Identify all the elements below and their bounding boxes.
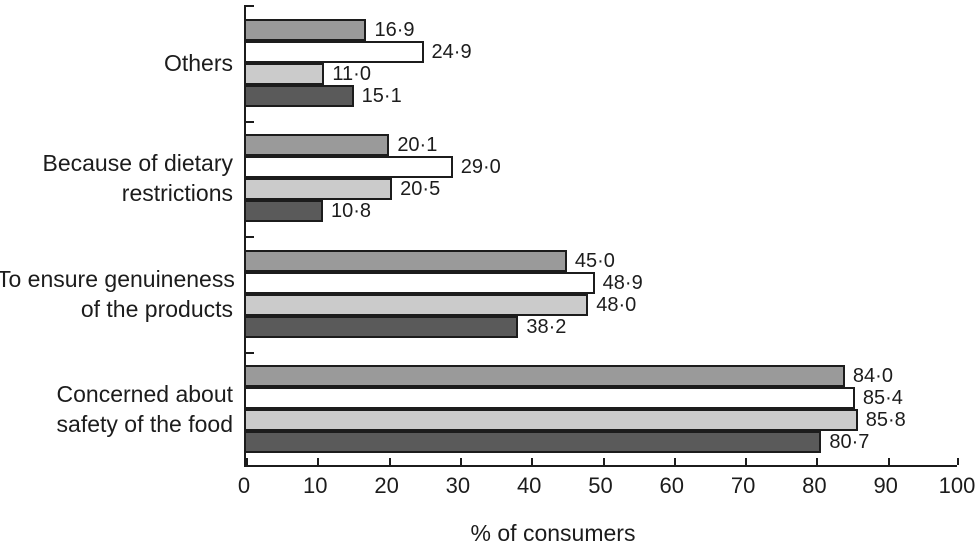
category-label-line: Others <box>163 49 233 76</box>
x-axis-tick <box>246 458 248 465</box>
bar-series-3-light-gray <box>246 178 393 201</box>
bar-row: 45·0 <box>246 249 957 272</box>
bar-series-4-dark-gray <box>246 315 519 338</box>
x-axis-tick <box>317 458 320 465</box>
category-label-line: To ensure genuineness <box>0 265 235 292</box>
x-axis-tick-label: 30 <box>445 473 471 498</box>
category-label: To ensure genuineness of the products <box>0 264 235 324</box>
bar-value-label: 45·0 <box>574 249 615 272</box>
bar-value-label: 48·9 <box>602 271 643 294</box>
bar-series-3-light-gray <box>246 62 325 85</box>
bar-series-1-medium-gray <box>246 134 390 157</box>
bar-value-label: 48·0 <box>596 293 637 316</box>
bar-row: 80·7 <box>246 431 957 454</box>
x-axis-tick <box>388 458 391 465</box>
x-axis-title: % of consumers <box>470 520 636 546</box>
bar-value-label: 84·0 <box>852 365 893 388</box>
bar-series-1-medium-gray <box>246 18 367 41</box>
plot-area: 16·9 24·9 11·0 15·1 20·1 29·0 20·5 10·8 45·0 48·9… <box>244 5 959 467</box>
bar-value-label: 29·0 <box>460 156 501 179</box>
x-axis-tick-label: 20 <box>374 473 399 498</box>
bar-series-1-medium-gray <box>246 365 845 388</box>
x-axis-tick-label: 80 <box>802 473 827 498</box>
bar-series-2-white <box>246 156 453 179</box>
x-axis-tick-label: 40 <box>516 473 542 498</box>
bar-value-label: 24·9 <box>431 40 472 63</box>
category-label-line: Because of dietary <box>42 150 233 177</box>
bar-series-4-dark-gray <box>246 84 354 107</box>
bar-value-label: 20·1 <box>397 134 438 157</box>
bar-row: 38·2 <box>246 315 957 338</box>
bar-series-3-light-gray <box>246 409 858 432</box>
bar-series-3-light-gray <box>246 293 589 316</box>
bar-series-2-white <box>246 40 424 63</box>
category-axis-tick <box>246 236 254 238</box>
category-label: Because of dietary restrictions <box>0 148 233 208</box>
bar-row: 29·0 <box>246 156 957 179</box>
bar-row: 20·1 <box>246 134 957 157</box>
bar-value-label: 80·7 <box>829 431 870 454</box>
x-axis-tick <box>957 458 959 465</box>
category-axis-tick <box>246 351 254 354</box>
bar-row: 24·9 <box>246 40 957 63</box>
category-label-line: of the products <box>80 295 233 322</box>
bar-series-4-dark-gray <box>246 200 323 223</box>
bar-row: 11·0 <box>246 62 957 85</box>
bar-row: 48·0 <box>246 293 957 316</box>
category-label-line: restrictions <box>121 180 233 207</box>
bar-series-2-white <box>246 387 855 410</box>
x-axis-tick <box>531 458 534 465</box>
bar-value-label: 10·8 <box>331 200 372 223</box>
x-axis-tick-label: 90 <box>873 473 898 498</box>
bar-row: 10·8 <box>246 200 957 223</box>
category-label: Others <box>0 48 233 78</box>
x-axis-tick-label: 50 <box>588 473 613 498</box>
x-axis-tick-label: 10 <box>303 473 328 498</box>
x-axis-tick <box>602 458 605 465</box>
x-axis-tick <box>816 458 819 465</box>
x-axis-tick <box>673 458 676 465</box>
x-axis-tick-label: 0 <box>237 473 251 498</box>
x-axis-tick <box>887 458 890 465</box>
bar-value-label: 38·2 <box>526 315 567 338</box>
bar-group-2: 20·1 29·0 20·5 10·8 <box>246 134 957 223</box>
bar-value-label: 85·8 <box>865 409 906 432</box>
bar-value-label: 11·0 <box>332 62 371 85</box>
bar-group-4: 84·0 85·4 85·8 80·7 <box>246 365 957 454</box>
category-axis-tick <box>246 120 254 123</box>
x-axis-tick-label: 60 <box>659 473 685 498</box>
x-axis-tick-label: 100 <box>938 473 976 498</box>
category-label-line: Concerned about <box>56 381 233 408</box>
bar-row: 15·1 <box>246 84 957 107</box>
bar-value-label: 15·1 <box>361 84 402 107</box>
bar-value-label: 20·5 <box>400 178 441 201</box>
x-axis-tick-label: 70 <box>730 473 756 498</box>
bar-row: 84·0 <box>246 365 957 388</box>
bar-row: 20·5 <box>246 178 957 201</box>
x-axis-tick <box>459 458 462 465</box>
bar-row: 16·9 <box>246 18 957 41</box>
bar-row: 85·8 <box>246 409 957 432</box>
category-axis-tick <box>246 5 254 7</box>
bar-series-2-white <box>246 271 595 294</box>
bar-value-label: 85·4 <box>862 387 903 410</box>
x-axis-tick <box>745 458 748 465</box>
bar-group-3: 45·0 48·9 48·0 38·2 <box>246 249 957 338</box>
category-label: Concerned about safety of the food <box>0 379 233 439</box>
bar-series-1-medium-gray <box>246 249 567 272</box>
bar-row: 48·9 <box>246 271 957 294</box>
bar-row: 85·4 <box>246 387 957 410</box>
bar-series-4-dark-gray <box>246 431 822 454</box>
bar-value-label: 16·9 <box>374 18 415 41</box>
bar-group-1: 16·9 24·9 11·0 15·1 <box>246 18 957 107</box>
category-label-line: safety of the food <box>56 411 233 438</box>
